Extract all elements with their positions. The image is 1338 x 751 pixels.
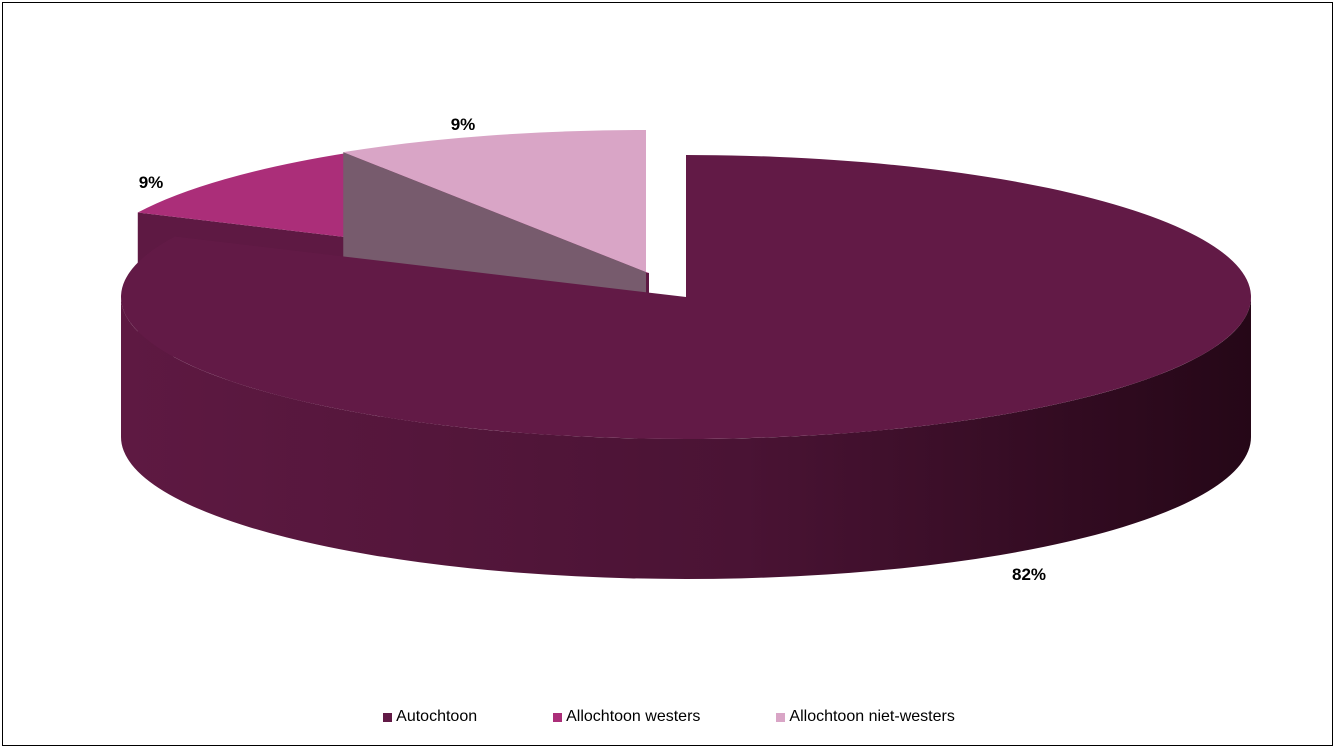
legend-item-1: Allochtoon westers [553,708,700,726]
pie-slice-side-0 [121,297,1251,579]
legend-item-0: Autochtoon [383,708,477,726]
legend-swatch-2 [776,712,786,722]
pie-slice-0 [120,155,1251,579]
legend-label-0: Autochtoon [396,708,478,725]
data-label-1: 9% [139,173,164,192]
pie-slice-top-2 [343,130,646,272]
data-label-0: 82% [1012,565,1046,584]
data-label-2: 9% [451,115,476,134]
legend: Autochtoon Allochtoon westers Allochtoon n… [0,708,1338,726]
legend-swatch-1 [553,712,563,722]
legend-label-1: Allochtoon westers [566,708,701,725]
legend-item-2: Allochtoon niet-westers [776,708,955,726]
legend-label-2: Allochtoon niet-westers [789,708,955,725]
pie-slice-top-0 [120,155,1251,439]
legend-swatch-0 [383,712,393,722]
